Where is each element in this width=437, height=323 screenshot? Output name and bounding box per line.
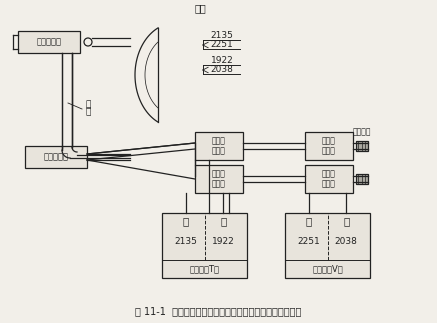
- Text: 2135: 2135: [211, 30, 233, 39]
- Text: 2038: 2038: [211, 65, 233, 74]
- Text: 收: 收: [220, 216, 226, 226]
- Text: 分波道
滤波器: 分波道 滤波器: [322, 136, 336, 156]
- Text: 线: 线: [85, 108, 91, 117]
- Bar: [356, 174, 368, 184]
- Bar: [305, 132, 353, 160]
- Text: 图 11-1  终端站天线馈线系统与微波设备之间的连接方框图: 图 11-1 终端站天线馈线系统与微波设备之间的连接方框图: [135, 306, 301, 316]
- Bar: [25, 146, 87, 168]
- Bar: [195, 165, 243, 193]
- Text: 分波道
滤波器: 分波道 滤波器: [212, 136, 226, 156]
- Text: 并波道
滤波器: 并波道 滤波器: [322, 169, 336, 189]
- Bar: [356, 141, 368, 151]
- Text: 2135: 2135: [174, 236, 197, 245]
- Text: 并波道
滤波器: 并波道 滤波器: [212, 169, 226, 189]
- Bar: [305, 165, 353, 193]
- Text: 2251: 2251: [211, 39, 233, 48]
- Text: 馈: 馈: [85, 100, 91, 109]
- Bar: [18, 31, 80, 53]
- Text: 极化分离器: 极化分离器: [37, 37, 62, 47]
- Text: 2251: 2251: [298, 236, 320, 245]
- Text: 匹配负载: 匹配负载: [353, 128, 371, 137]
- Text: 1922: 1922: [212, 236, 235, 245]
- Bar: [162, 213, 247, 278]
- Text: 发: 发: [183, 216, 189, 226]
- Text: 2038: 2038: [335, 236, 357, 245]
- Text: 1922: 1922: [211, 56, 233, 65]
- Bar: [195, 132, 243, 160]
- Text: 收: 收: [343, 216, 349, 226]
- Text: 阻抗变换器: 阻抗变换器: [44, 152, 69, 162]
- Text: 天线: 天线: [194, 3, 206, 13]
- Text: 微波机（V）: 微波机（V）: [312, 265, 343, 274]
- Text: 微波机（T）: 微波机（T）: [190, 265, 219, 274]
- Text: 发: 发: [305, 216, 312, 226]
- Bar: [285, 213, 370, 278]
